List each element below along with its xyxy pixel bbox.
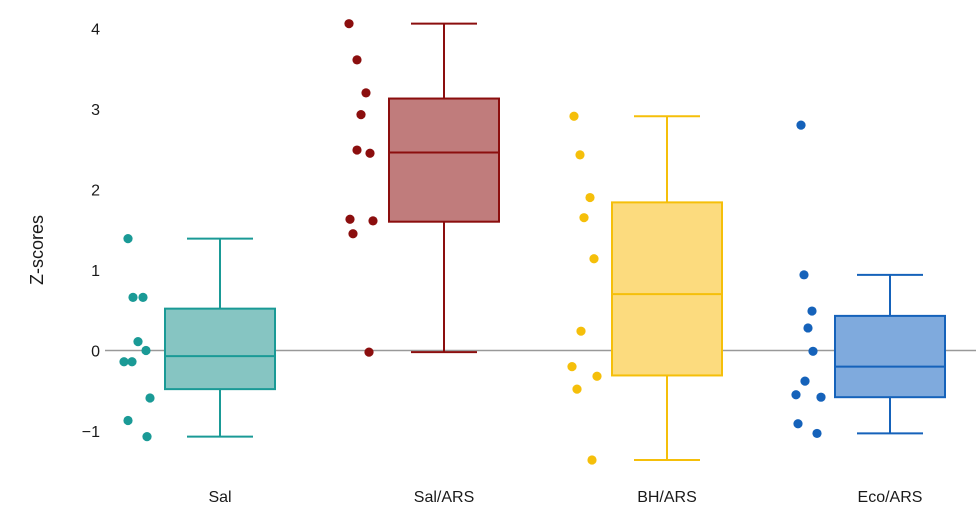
data-point: [592, 371, 602, 381]
data-point: [572, 384, 582, 394]
data-point: [803, 323, 813, 333]
y-axis-title: Z-scores: [27, 215, 47, 285]
data-point: [576, 326, 586, 336]
data-point: [348, 229, 358, 239]
category-labels: Sal Sal/ARS BH/ARS Eco/ARS: [208, 489, 922, 506]
category-label: BH/ARS: [637, 489, 697, 506]
box-bh-ars: [611, 115, 723, 461]
data-point: [569, 111, 579, 121]
data-point: [364, 347, 374, 357]
data-point: [365, 148, 375, 158]
data-point: [345, 214, 355, 224]
data-point: [799, 270, 809, 280]
y-tick-label: 2: [91, 183, 100, 200]
data-point: [589, 254, 599, 264]
data-point: [356, 110, 366, 120]
iqr-box: [388, 97, 500, 223]
data-point: [133, 337, 143, 347]
data-point: [344, 19, 354, 29]
y-axis-ticks: −1 0 1 2 3 4: [82, 22, 100, 442]
data-point: [567, 362, 577, 372]
data-point: [141, 345, 151, 356]
data-point: [579, 213, 589, 223]
data-point: [793, 419, 803, 429]
data-point: [368, 216, 378, 226]
data-point: [585, 192, 595, 203]
data-point: [352, 55, 362, 65]
iqr-box: [834, 314, 946, 399]
box-sal: [164, 237, 276, 438]
y-tick-label: 4: [91, 22, 100, 39]
data-point: [587, 455, 597, 465]
data-point: [796, 120, 806, 130]
y-axis-title-layer: Z-scores: [27, 215, 47, 285]
data-point: [145, 393, 155, 403]
data-point: [119, 357, 129, 367]
iqr-box: [611, 201, 723, 377]
y-tick-label: 1: [91, 263, 100, 280]
data-point: [807, 306, 817, 316]
box-eco-ars: [834, 273, 946, 435]
data-point: [123, 415, 133, 426]
data-point: [791, 390, 801, 400]
category-label: Eco/ARS: [858, 489, 923, 506]
data-point: [800, 376, 810, 386]
y-tick-label: −1: [82, 424, 100, 441]
category-label: Sal/ARS: [414, 489, 474, 506]
data-point: [352, 145, 362, 155]
data-point: [138, 292, 148, 302]
data-point: [816, 392, 826, 402]
data-point: [361, 88, 371, 98]
box-sal-ars: [388, 22, 500, 354]
data-point: [142, 432, 152, 442]
data-point: [127, 357, 137, 367]
data-point: [808, 346, 818, 356]
data-point: [575, 150, 585, 160]
iqr-box: [164, 307, 276, 391]
y-tick-label: 3: [91, 102, 100, 119]
points-layer: [119, 19, 826, 465]
category-label: Sal: [208, 489, 231, 506]
y-tick-label: 0: [91, 344, 100, 361]
data-point: [812, 428, 822, 439]
data-point: [123, 234, 133, 244]
data-point: [128, 292, 138, 302]
boxes-layer: [164, 22, 946, 461]
